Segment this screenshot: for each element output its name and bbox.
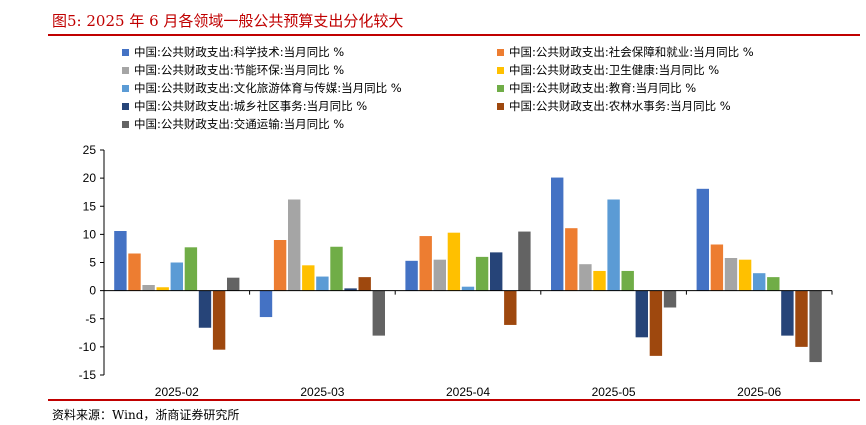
legend-item: 中国:公共财政支出:科学技术:当月同比 %: [122, 44, 344, 60]
bar: [809, 290, 822, 363]
y-tick-label: 20: [83, 171, 97, 185]
bar: [753, 273, 766, 291]
x-tick-label: 2025-04: [446, 385, 490, 399]
y-tick-label: -10: [79, 340, 97, 354]
bar: [490, 252, 503, 291]
legend-label: 中国:公共财政支出:文化旅游体育与传媒:当月同比 %: [134, 81, 402, 95]
bar: [259, 290, 273, 318]
legend-swatch: [497, 102, 504, 110]
bar: [330, 246, 343, 291]
legend-item: 中国:公共财政支出:节能环保:当月同比 %: [122, 62, 344, 78]
bar: [433, 259, 446, 291]
bar: [795, 290, 808, 347]
bar: [710, 244, 724, 291]
bar: [273, 240, 287, 291]
y-tick-label: 25: [83, 143, 97, 157]
legend-item: 中国:公共财政支出:卫生健康:当月同比 %: [497, 62, 719, 78]
source-note: 资料来源：Wind，浙商证券研究所: [52, 408, 240, 422]
bar: [288, 199, 301, 291]
bar: [316, 276, 329, 291]
legend-item: 中国:公共财政支出:农林水事务:当月同比 %: [497, 98, 731, 114]
bar: [447, 232, 461, 291]
bar: [579, 264, 592, 291]
legend-item: 中国:公共财政支出:交通运输:当月同比 %: [122, 116, 344, 132]
bar: [504, 290, 517, 325]
bar: [475, 256, 489, 291]
bar: [461, 286, 475, 291]
bar: [551, 177, 564, 291]
bar: [302, 265, 315, 291]
bar: [565, 228, 578, 291]
bar: [724, 258, 738, 291]
bar: [142, 285, 155, 291]
bar: [518, 231, 531, 291]
bar: [156, 287, 169, 291]
bar: [593, 270, 606, 291]
y-tick-label: -15: [79, 368, 97, 382]
bar: [372, 290, 385, 336]
legend-swatch: [122, 102, 129, 110]
bar: [607, 199, 620, 291]
legend-item: 中国:公共财政支出:城乡社区事务:当月同比 %: [122, 98, 367, 114]
legend-item: 中国:公共财政支出:社会保障和就业:当月同比 %: [497, 44, 754, 60]
bar: [358, 277, 371, 291]
legend-swatch: [122, 120, 129, 128]
legend-item: 中国:公共财政支出:文化旅游体育与传媒:当月同比 %: [122, 80, 402, 96]
bar: [696, 188, 709, 291]
legend-swatch: [497, 66, 504, 74]
chart-title: 图5: 2025 年 6 月各领域一般公共预算支出分化较大: [52, 12, 404, 30]
bar: [227, 277, 240, 291]
legend-label: 中国:公共财政支出:节能环保:当月同比 %: [134, 63, 345, 77]
bar: [738, 259, 752, 291]
bar: [114, 231, 127, 291]
bar: [621, 270, 634, 291]
y-tick-label: 0: [89, 284, 96, 298]
legend-swatch: [122, 66, 129, 74]
legend-swatch: [497, 48, 504, 56]
legend-swatch: [122, 84, 129, 92]
legend-label: 中国:公共财政支出:科学技术:当月同比 %: [134, 45, 345, 59]
legend-swatch: [497, 84, 504, 92]
bar: [781, 290, 794, 336]
legend-label: 中国:公共财政支出:社会保障和就业:当月同比 %: [509, 45, 754, 59]
bar: [635, 290, 648, 338]
bar: [767, 277, 780, 291]
title-rule: [48, 34, 860, 36]
bar: [198, 290, 212, 328]
y-tick-label: -5: [85, 312, 96, 326]
bar: [419, 236, 432, 291]
legend-label: 中国:公共财政支出:城乡社区事务:当月同比 %: [134, 99, 368, 113]
footer-rule: [48, 399, 860, 401]
bar: [128, 253, 141, 291]
bar: [184, 247, 198, 291]
x-tick-label: 2025-03: [300, 385, 344, 399]
x-tick-label: 2025-05: [592, 385, 636, 399]
bar: [212, 290, 226, 350]
legend-label: 中国:公共财政支出:交通运输:当月同比 %: [134, 117, 345, 131]
legend-label: 中国:公共财政支出:卫生健康:当月同比 %: [509, 63, 720, 77]
bar: [170, 262, 183, 291]
legend-label: 中国:公共财政支出:教育:当月同比 %: [509, 81, 697, 95]
bar: [663, 290, 677, 308]
bar: [344, 288, 357, 291]
legend-item: 中国:公共财政支出:教育:当月同比 %: [497, 80, 696, 96]
legend-swatch: [122, 48, 129, 56]
x-tick-label: 2025-06: [737, 385, 781, 399]
y-tick-label: 15: [83, 199, 97, 213]
y-tick-label: 10: [83, 227, 97, 241]
x-tick-label: 2025-02: [155, 385, 199, 399]
bar: [405, 260, 418, 291]
bar: [649, 290, 663, 356]
legend-label: 中国:公共财政支出:农林水事务:当月同比 %: [509, 99, 731, 113]
y-tick-label: 5: [89, 256, 96, 270]
